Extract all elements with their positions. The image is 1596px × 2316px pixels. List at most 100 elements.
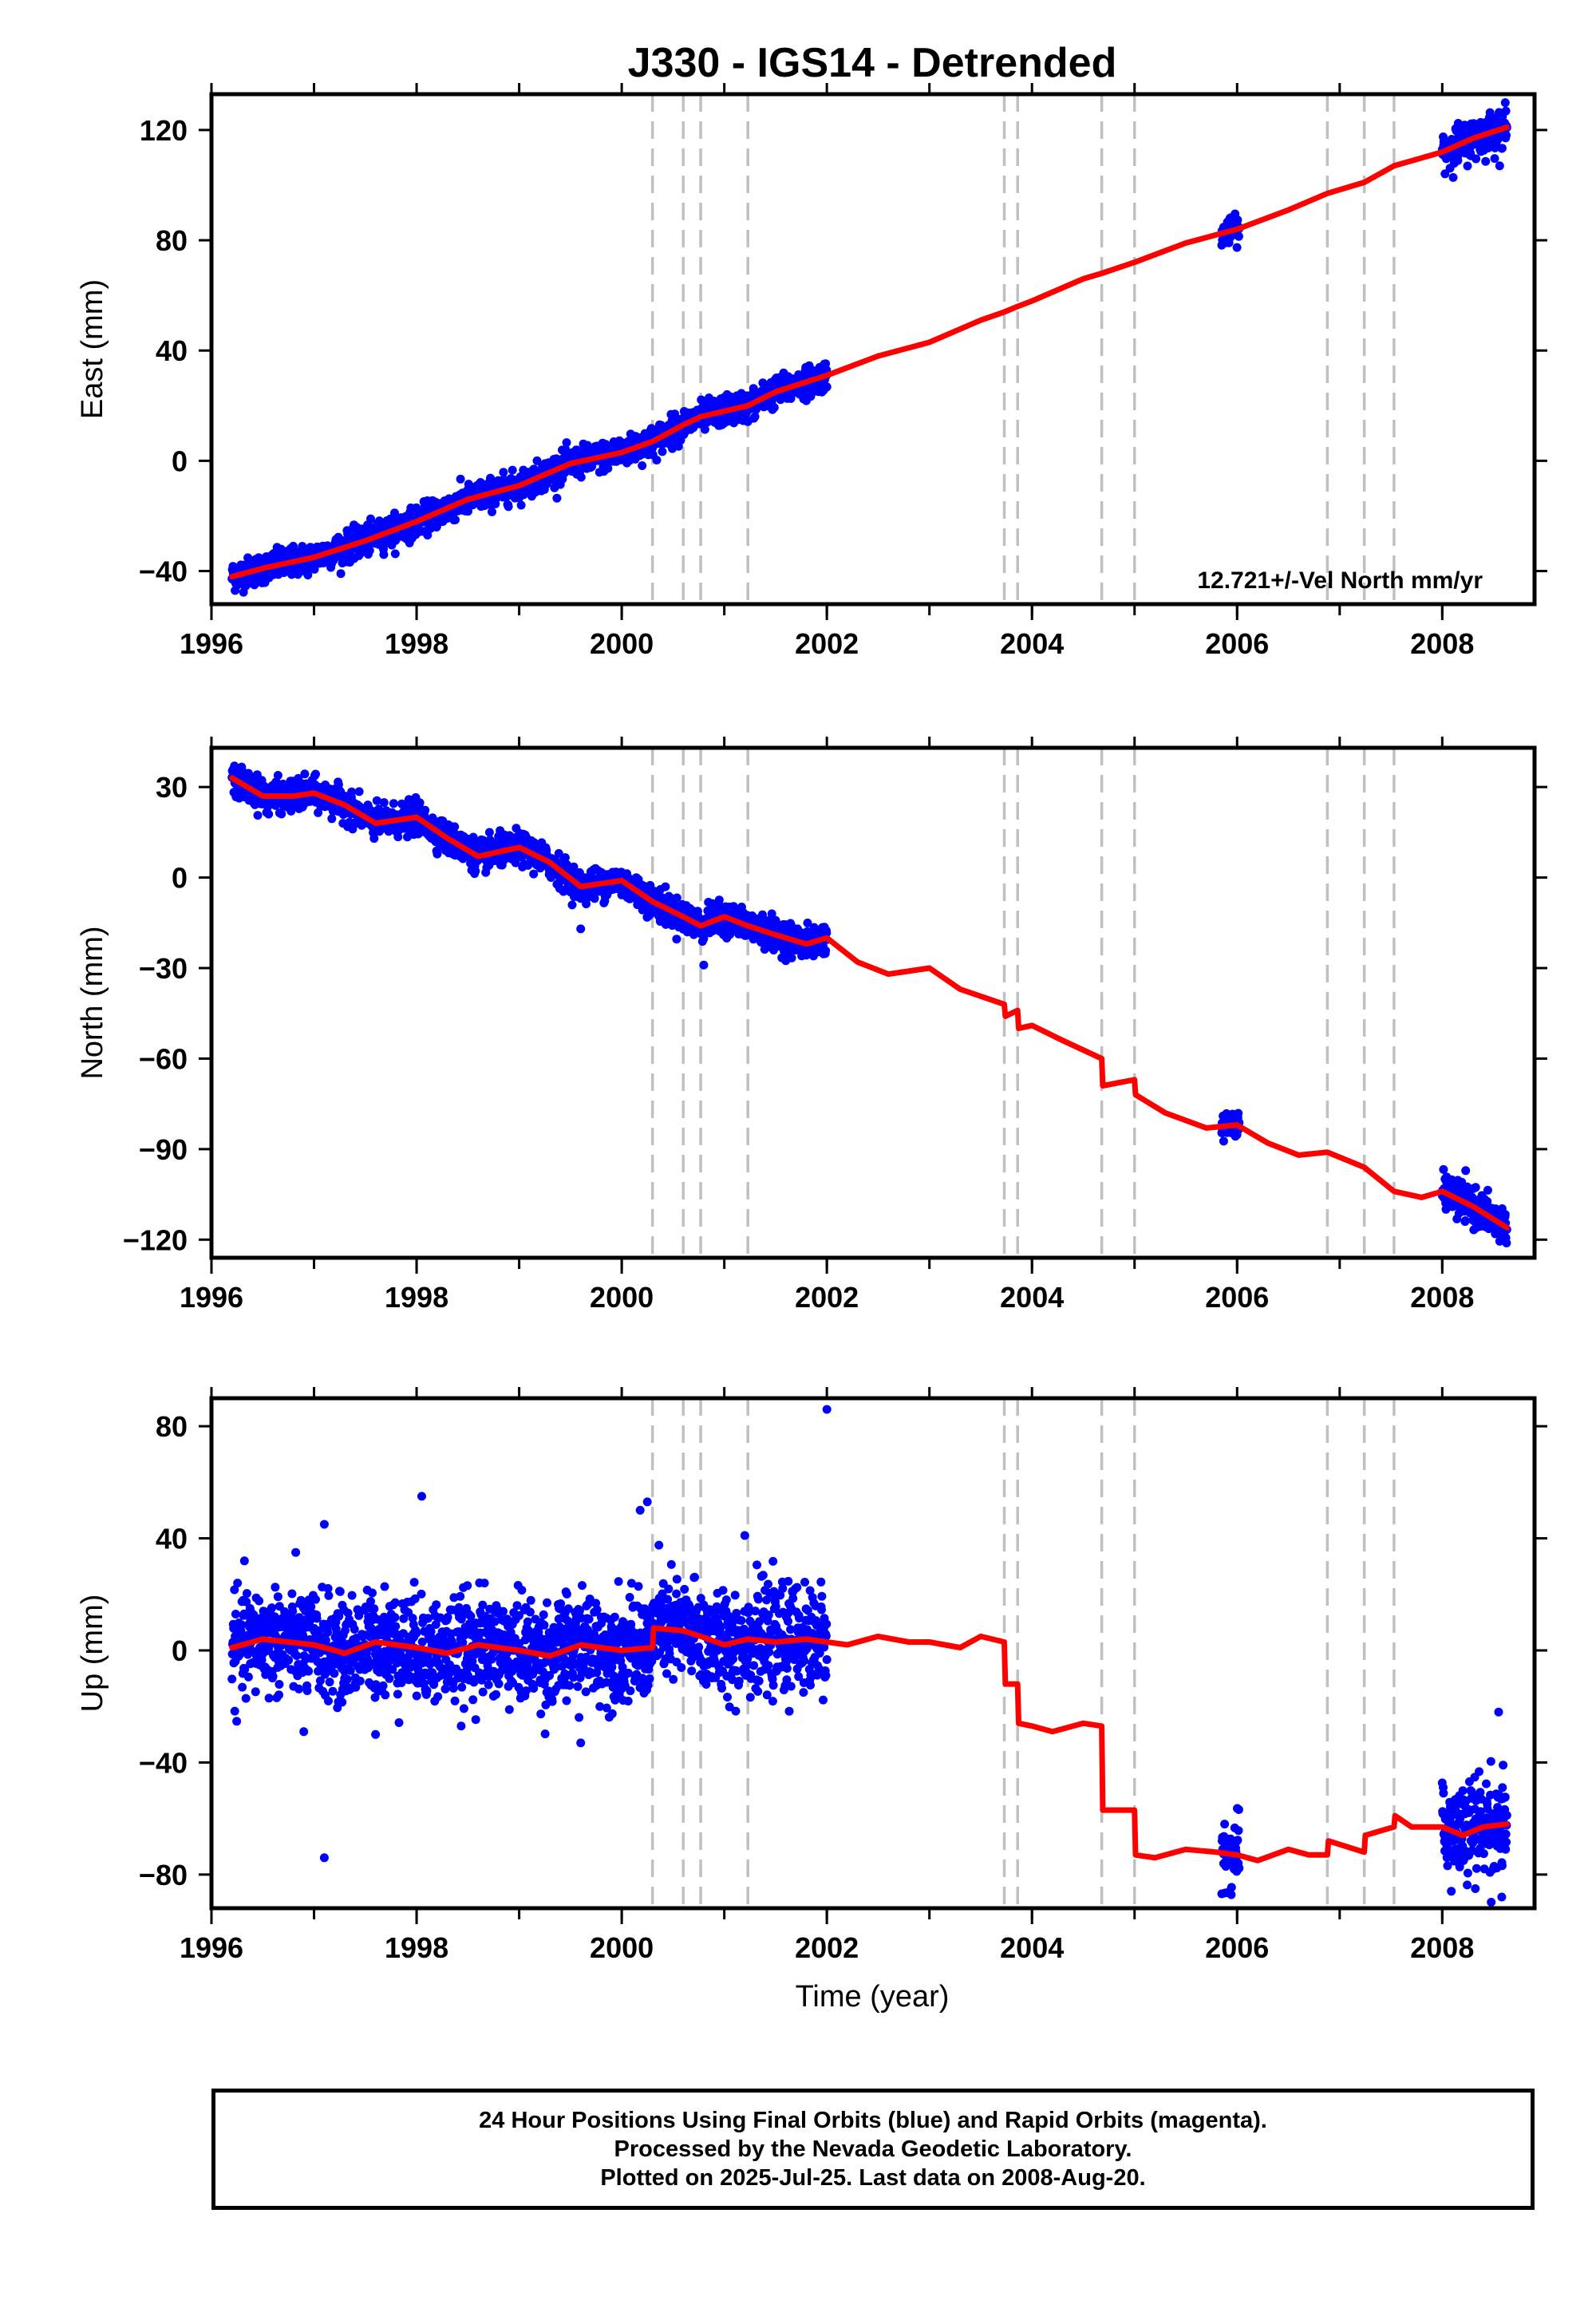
data-point (327, 814, 337, 824)
data-point (516, 500, 526, 510)
data-point (303, 571, 313, 579)
data-point (560, 853, 570, 863)
data-point (323, 1627, 333, 1637)
data-point (275, 1680, 284, 1689)
data-point (672, 935, 681, 944)
north-data-points (227, 761, 1511, 1247)
data-point (700, 425, 709, 434)
data-point (233, 1579, 243, 1588)
y-tick-label: −30 (139, 952, 188, 985)
y-tick-label: 120 (140, 114, 188, 147)
data-point (456, 474, 465, 484)
data-point (471, 866, 480, 875)
data-point (390, 549, 400, 559)
data-point (803, 919, 812, 927)
data-point (355, 1676, 365, 1686)
data-point (1453, 156, 1463, 165)
data-point (230, 1706, 239, 1716)
x-tick-label: 2006 (1205, 627, 1269, 660)
data-point (302, 1686, 312, 1695)
data-point (693, 907, 702, 916)
data-point (346, 1666, 355, 1675)
data-point (330, 1669, 339, 1678)
data-point (821, 946, 831, 955)
data-point (294, 1684, 303, 1694)
data-point (379, 550, 389, 559)
data-point (822, 928, 832, 938)
data-point (1500, 1210, 1510, 1219)
data-point (433, 849, 442, 859)
data-point (532, 456, 542, 465)
data-point (264, 809, 274, 819)
data-point (423, 531, 433, 539)
data-point (750, 412, 760, 421)
data-point (1219, 1136, 1228, 1146)
y-tick-label: −60 (139, 1042, 188, 1075)
data-point (1481, 156, 1491, 166)
data-point (1483, 1196, 1492, 1206)
data-point (567, 900, 577, 910)
data-point (590, 894, 599, 903)
y-tick-label: 80 (156, 224, 188, 257)
data-point (389, 799, 398, 808)
data-point (1495, 161, 1504, 171)
data-point (328, 1686, 338, 1696)
data-point (350, 1625, 359, 1634)
data-point (338, 1697, 347, 1707)
data-point (368, 1588, 377, 1598)
data-point (1497, 144, 1507, 153)
y-tick-label: 0 (172, 445, 188, 477)
data-point (638, 461, 647, 470)
data-point (271, 1583, 280, 1592)
data-point (393, 832, 403, 842)
data-point (232, 1717, 242, 1726)
data-point (552, 493, 562, 503)
data-point (231, 1610, 240, 1618)
data-point (1440, 169, 1450, 179)
x-tick-label: 2002 (795, 627, 859, 660)
data-point (1463, 161, 1472, 171)
north-panel: 1996 1998 2000 2002 2004 2006 2008−120−90−60−3… (76, 737, 1547, 1314)
data-point (275, 1690, 283, 1700)
data-point (758, 910, 767, 919)
x-tick-label: 2004 (1000, 627, 1064, 660)
x-tick-label: 2008 (1410, 1281, 1474, 1314)
data-point (508, 465, 517, 475)
data-point (576, 472, 586, 482)
data-point (255, 1596, 264, 1606)
east-frame (209, 92, 1537, 607)
up-panel: 1996 1998 2000 2002 2004 2006 2008−80−4004080U… (76, 1387, 1547, 1964)
data-point (603, 464, 613, 473)
data-point (369, 834, 379, 844)
data-point (421, 805, 430, 815)
data-point (1502, 1239, 1511, 1247)
data-point (311, 769, 320, 779)
data-point (1501, 106, 1511, 116)
data-point (576, 924, 586, 934)
x-tick-label: 2002 (795, 1281, 859, 1314)
x-tick-label: 2006 (1205, 1281, 1269, 1314)
data-point (372, 796, 381, 805)
data-point (324, 1696, 333, 1705)
data-point (366, 514, 375, 524)
y-tick-label: −120 (123, 1223, 188, 1256)
data-point (529, 869, 539, 879)
data-point (488, 507, 496, 516)
east-model-line (229, 124, 1510, 579)
data-point (672, 893, 681, 903)
data-point (354, 787, 364, 796)
data-point (277, 809, 286, 819)
x-tick-label: 1996 (180, 1281, 243, 1314)
data-point (251, 1687, 260, 1697)
data-point (273, 1592, 282, 1602)
data-point (562, 438, 571, 448)
data-point (241, 1694, 251, 1703)
data-point (451, 515, 460, 524)
data-point (287, 1589, 297, 1599)
data-point (511, 858, 520, 868)
east-panel: 1996 1998 2000 2002 2004 2006 2008−4004080120E… (76, 83, 1547, 660)
data-point (1483, 1185, 1492, 1195)
y-tick-label: 40 (156, 334, 188, 367)
data-point (1472, 154, 1481, 164)
data-point (1232, 243, 1242, 252)
